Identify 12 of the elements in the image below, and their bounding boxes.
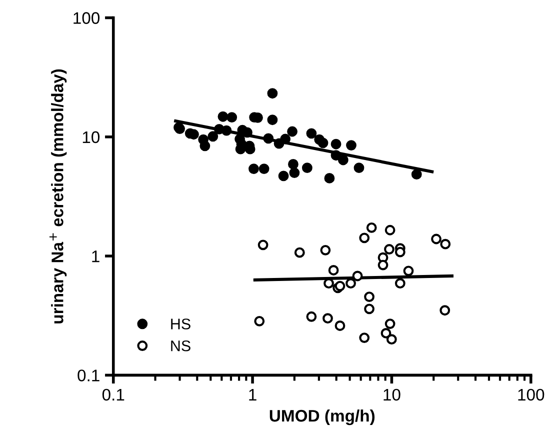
x-axis-title: UMOD (mg/h) <box>270 409 375 426</box>
legend-label: HS <box>171 318 190 330</box>
y-axis-title: urinary Na$^{+}$ ecretion (mmol/day) <box>49 69 67 324</box>
x-tick-label: 10 <box>384 388 400 401</box>
y-tick-label: 0.1 <box>78 370 100 382</box>
y-tick-label: 100 <box>74 12 100 24</box>
x-tick-label: 100 <box>518 388 544 401</box>
x-tick-label: 1 <box>249 388 256 400</box>
y-tick-label: 10 <box>82 131 100 144</box>
x-tick-label: 0.1 <box>102 388 124 401</box>
y-tick-label: 1 <box>92 250 100 262</box>
legend-label: NS <box>171 340 190 352</box>
